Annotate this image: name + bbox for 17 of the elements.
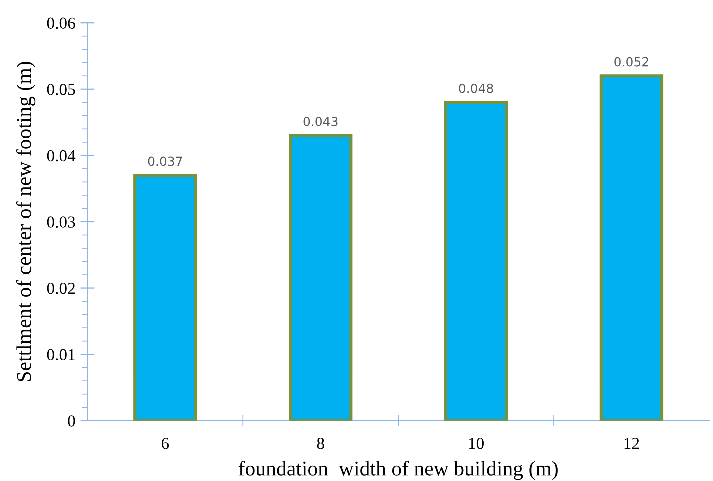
data-label: 0.052 <box>614 57 648 67</box>
y-tick-label: 0 <box>68 416 76 427</box>
y-axis-title: Settlment of center of new footing (m) <box>16 62 36 382</box>
y-tick-label: 0.04 <box>47 150 76 162</box>
y-tick-label: 0.03 <box>47 216 76 228</box>
data-label: 0.037 <box>148 156 182 166</box>
x-tick-label: 8 <box>317 438 324 450</box>
data-label: 0.043 <box>304 116 338 126</box>
y-tick-label: 0.06 <box>47 18 76 30</box>
x-tick-label: 6 <box>162 438 170 450</box>
x-tick-label: 12 <box>624 438 640 450</box>
data-label: 0.048 <box>459 84 494 94</box>
y-tick-label: 0.05 <box>47 84 76 96</box>
y-tick-label: 0.02 <box>47 282 75 294</box>
y-tick-label: 0.01 <box>47 349 75 361</box>
x-axis-title: foundation width of new building (m) <box>238 460 558 480</box>
x-tick-label: 10 <box>469 438 484 450</box>
